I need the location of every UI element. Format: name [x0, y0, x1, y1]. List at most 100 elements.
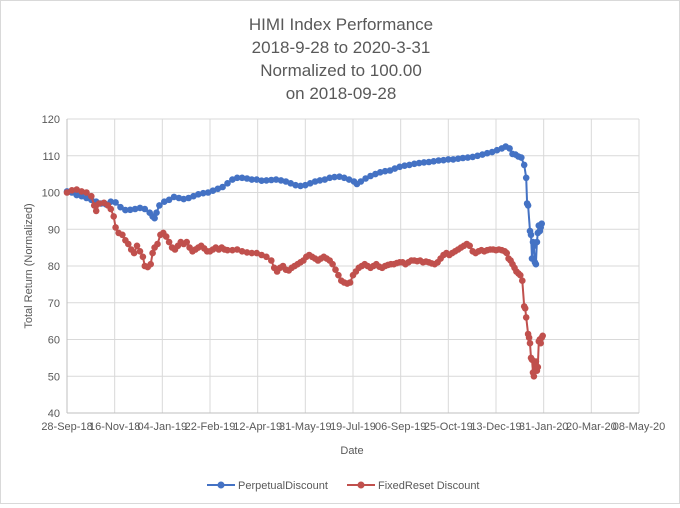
data-point-perpetualdiscount: [362, 175, 369, 182]
x-tick-label: 28-Sep-18: [41, 421, 92, 433]
data-point-fixedreset-discount: [107, 205, 115, 213]
series-perpetualdiscount: [63, 143, 545, 268]
x-tick-label: 20-Mar-20: [566, 421, 617, 433]
data-point-fixedreset-discount: [534, 363, 542, 371]
legend-item-fixedreset-discount[interactable]: FixedReset Discount: [347, 480, 480, 492]
y-tick-label: 100: [42, 188, 60, 200]
data-point-fixedreset-discount: [125, 240, 132, 248]
data-point-perpetualdiscount: [248, 176, 256, 183]
legend-label-fixedreset-discount: FixedReset Discount: [378, 480, 480, 492]
data-point-fixedreset-discount: [466, 242, 474, 250]
data-point-perpetualdiscount: [126, 206, 134, 214]
data-point-perpetualdiscount: [224, 180, 231, 187]
data-point-perpetualdiscount: [263, 177, 270, 184]
data-point-perpetualdiscount: [522, 174, 530, 182]
data-point-perpetualdiscount: [233, 174, 241, 182]
data-point-perpetualdiscount: [122, 206, 129, 214]
data-point-fixedreset-discount: [119, 231, 126, 239]
chart-title-line-2: 2018-9-28 to 2020-3-31: [252, 38, 431, 57]
y-tick-label: 60: [48, 335, 60, 347]
data-point-perpetualdiscount: [520, 161, 528, 169]
gridlines: [66, 118, 640, 414]
legend-item-perpetualdiscount[interactable]: PerpetualDiscount: [207, 480, 328, 492]
x-tick-label: 19-Jul-19: [330, 421, 376, 433]
data-point-fixedreset-discount: [133, 242, 141, 250]
data-point-perpetualdiscount: [538, 220, 545, 227]
data-point-perpetualdiscount: [258, 177, 265, 184]
data-point-fixedreset-discount: [165, 238, 173, 246]
data-point-perpetualdiscount: [449, 156, 457, 163]
x-tick-label: 06-Sep-19: [375, 421, 426, 433]
data-point-fixedreset-discount: [110, 213, 117, 220]
data-point-fixedreset-discount: [162, 233, 170, 240]
data-point-perpetualdiscount: [445, 156, 452, 163]
x-tick-label: 08-May-20: [613, 421, 666, 433]
data-point-fixedreset-discount: [88, 192, 95, 200]
x-tick-label: 31-May-19: [279, 421, 332, 433]
data-point-perpetualdiscount: [527, 231, 535, 239]
data-point-fixedreset-discount: [503, 249, 511, 257]
data-point-perpetualdiscount: [151, 214, 158, 222]
x-tick-label: 25-Oct-19: [424, 421, 473, 433]
data-point-fixedreset-discount: [268, 257, 275, 264]
data-point-fixedreset-discount: [95, 200, 103, 207]
data-point-perpetualdiscount: [272, 176, 280, 183]
x-axis-ticks: 28-Sep-1816-Nov-1804-Jan-1922-Feb-1912-A…: [41, 421, 665, 433]
data-point-fixedreset-discount: [329, 260, 336, 268]
data-point-perpetualdiscount: [153, 209, 160, 216]
data-point-perpetualdiscount: [238, 174, 246, 182]
data-point-perpetualdiscount: [435, 157, 442, 164]
y-tick-label: 40: [48, 408, 60, 420]
data-point-perpetualdiscount: [430, 158, 438, 165]
data-point-perpetualdiscount: [533, 238, 541, 246]
legend-label-perpetualdiscount: PerpetualDiscount: [238, 480, 328, 492]
data-point-fixedreset-discount: [130, 249, 138, 257]
data-point-fixedreset-discount: [248, 249, 256, 257]
y-tick-label: 50: [48, 371, 60, 383]
data-point-fixedreset-discount: [92, 207, 100, 215]
data-point-fixedreset-discount: [346, 279, 354, 286]
x-tick-label: 16-Nov-18: [89, 421, 140, 433]
data-point-fixedreset-discount: [335, 271, 342, 279]
data-point-perpetualdiscount: [415, 159, 423, 167]
data-point-fixedreset-discount: [519, 277, 526, 285]
data-point-fixedreset-discount: [525, 334, 533, 342]
data-point-perpetualdiscount: [420, 159, 428, 166]
data-point-perpetualdiscount: [117, 203, 124, 211]
data-point-perpetualdiscount: [518, 154, 525, 161]
series-layer: [63, 143, 546, 380]
legend: PerpetualDiscount FixedReset Discount: [207, 480, 480, 492]
y-tick-label: 90: [48, 224, 60, 236]
x-tick-label: 22-Feb-19: [185, 421, 236, 433]
y-axis-label: Total Return (Normalized): [23, 203, 35, 328]
data-point-fixedreset-discount: [224, 246, 231, 254]
data-point-fixedreset-discount: [149, 249, 156, 257]
data-point-perpetualdiscount: [464, 154, 472, 161]
data-point-fixedreset-discount: [532, 358, 540, 365]
data-point-fixedreset-discount: [521, 305, 529, 312]
data-point-fixedreset-discount: [263, 253, 270, 261]
data-point-fixedreset-discount: [522, 314, 530, 321]
data-point-perpetualdiscount: [316, 177, 324, 184]
y-tick-label: 80: [48, 261, 60, 273]
data-point-fixedreset-discount: [83, 189, 90, 196]
data-point-fixedreset-discount: [530, 373, 538, 380]
data-point-fixedreset-discount: [136, 248, 144, 255]
y-tick-label: 110: [42, 151, 60, 163]
data-point-perpetualdiscount: [331, 173, 338, 181]
data-point-fixedreset-discount: [154, 240, 161, 248]
chart-title-line-1: HIMI Index Performance: [249, 15, 433, 34]
y-axis-ticks: 40 50 60 70 80 90 100 110 120: [42, 114, 60, 420]
data-point-perpetualdiscount: [357, 178, 365, 185]
data-point-perpetualdiscount: [506, 145, 513, 152]
legend-marker-fixedreset-discount: [357, 481, 365, 489]
data-point-fixedreset-discount: [332, 266, 339, 274]
data-point-perpetualdiscount: [381, 167, 389, 175]
data-point-fixedreset-discount: [183, 238, 190, 246]
data-point-fixedreset-discount: [112, 224, 119, 231]
data-point-perpetualdiscount: [524, 202, 532, 209]
data-point-perpetualdiscount: [165, 196, 173, 204]
data-point-perpetualdiscount: [219, 183, 226, 191]
x-axis-label: Date: [340, 445, 363, 457]
